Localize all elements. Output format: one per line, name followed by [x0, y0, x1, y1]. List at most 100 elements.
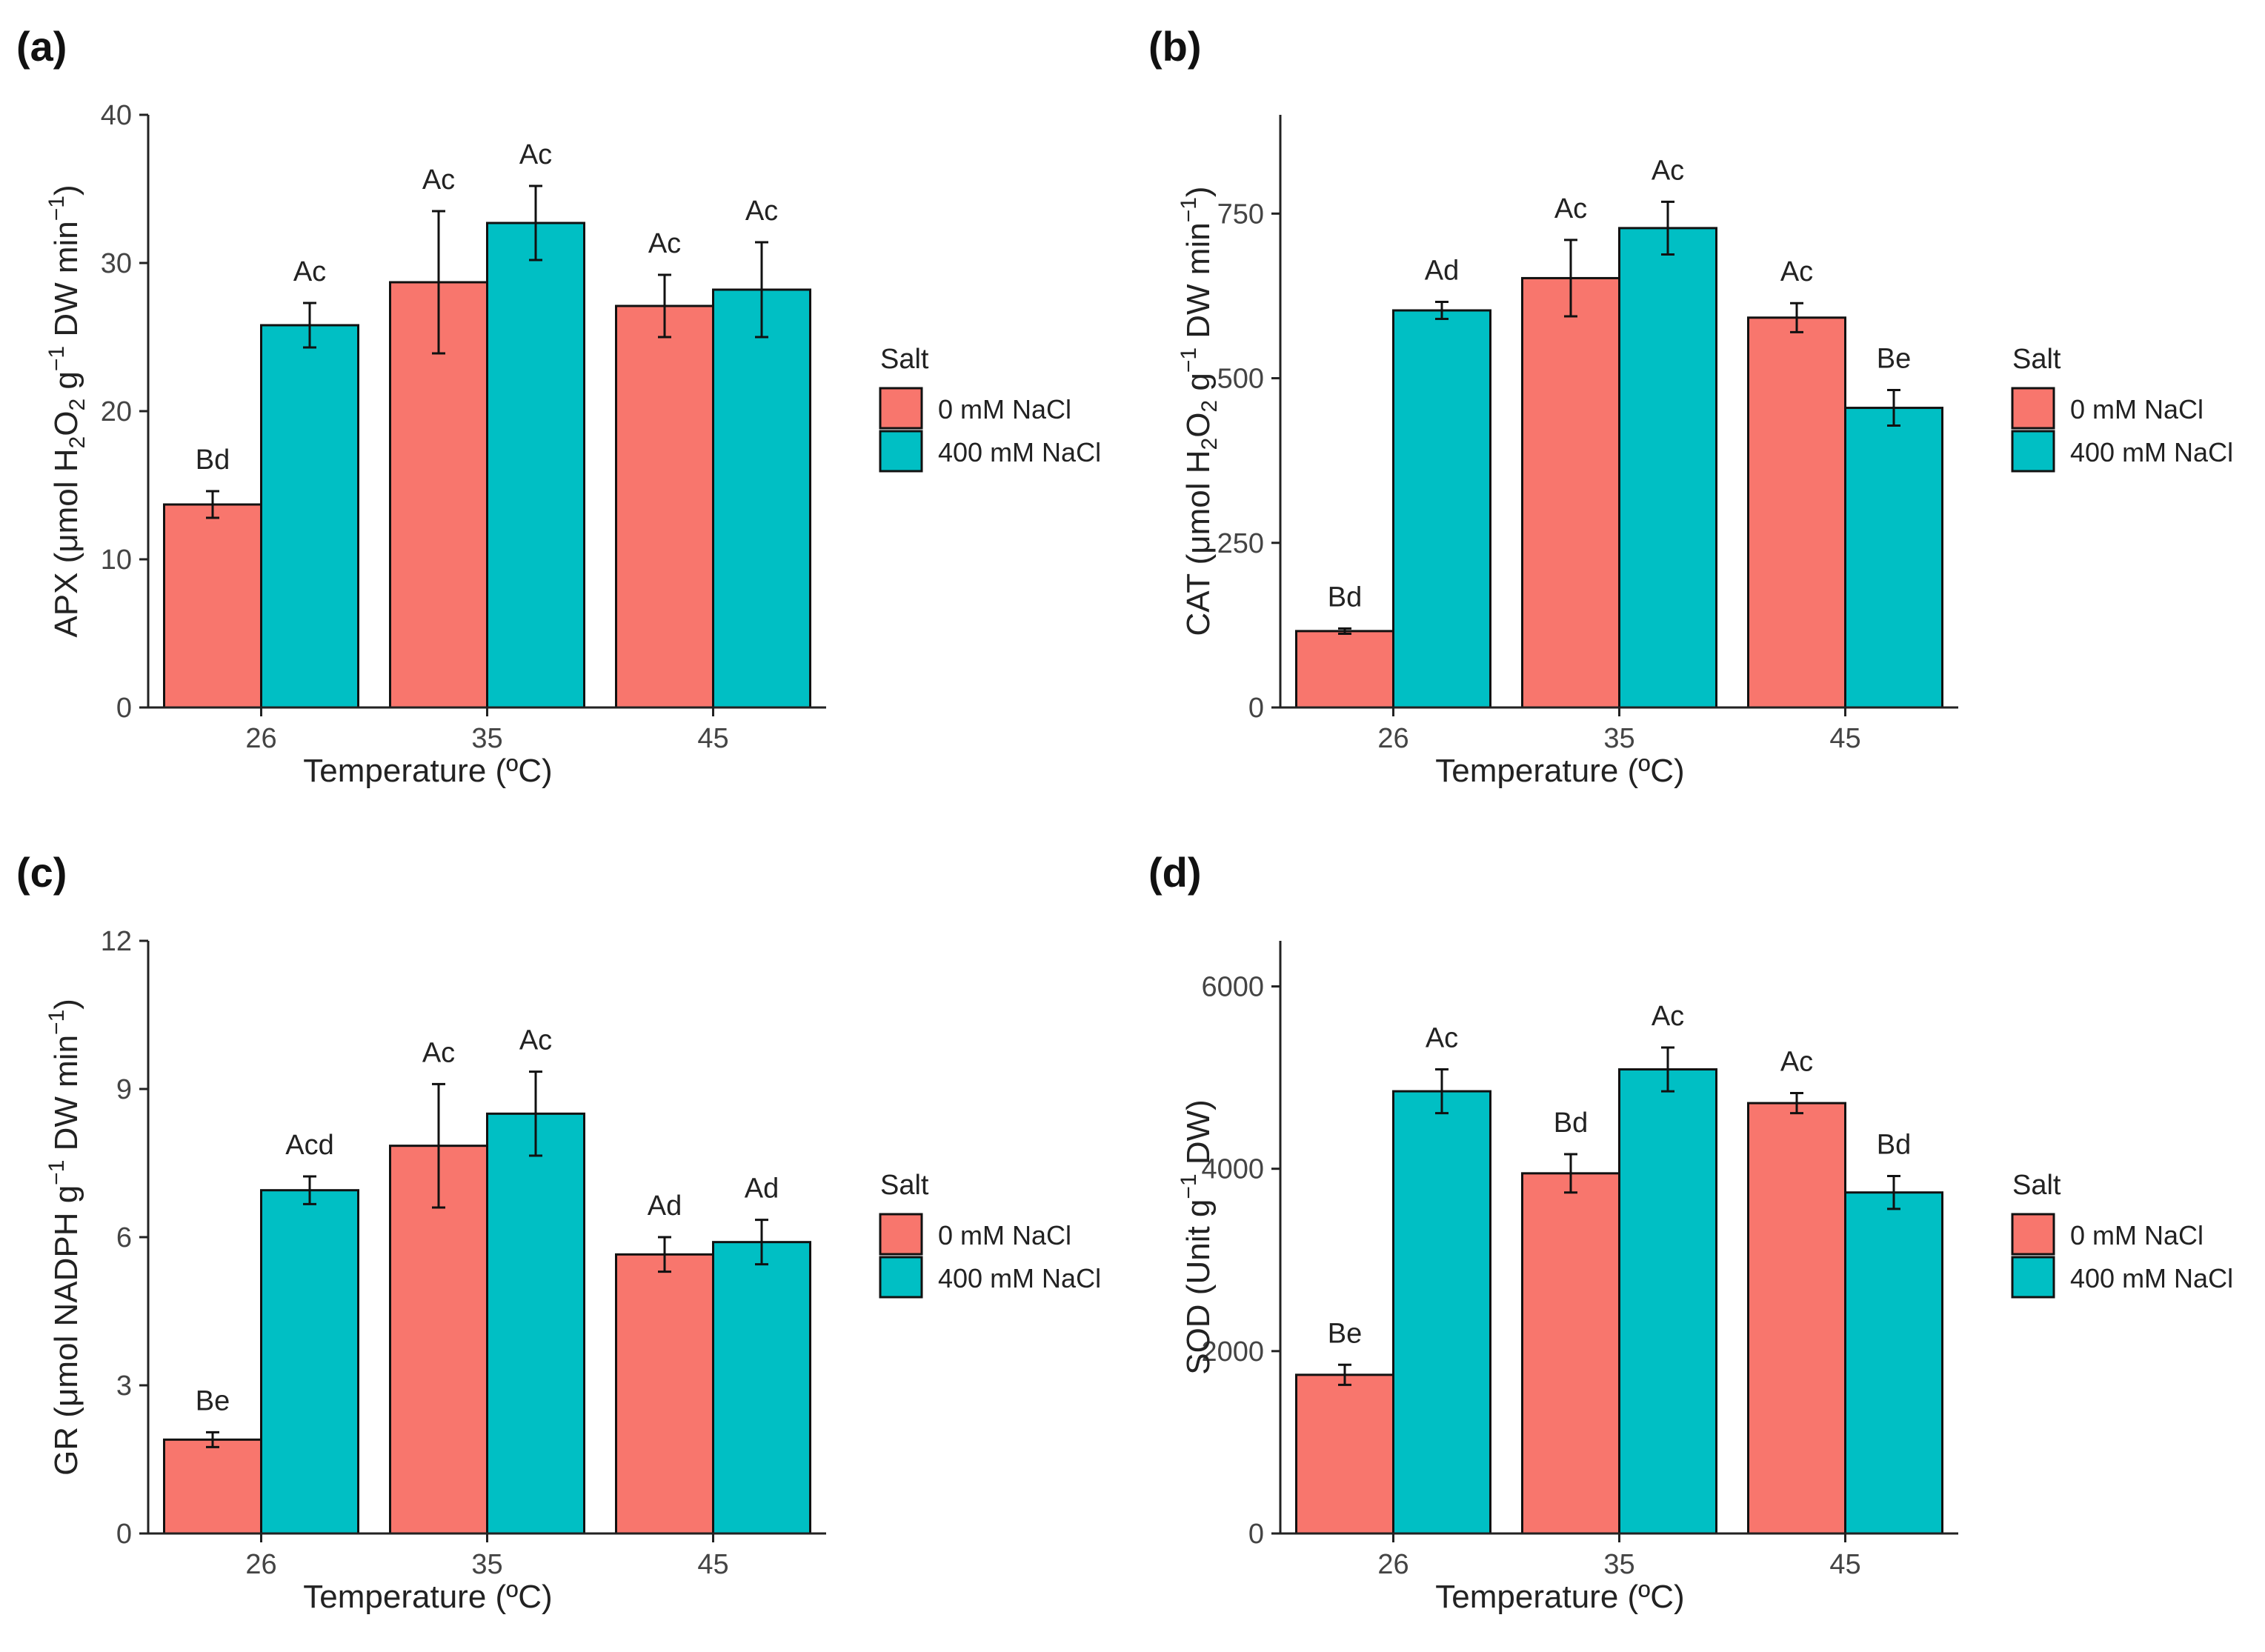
significance-label: Ac [1652, 155, 1684, 186]
significance-label: Acd [285, 1130, 333, 1161]
y-tick-label: 12 [101, 926, 132, 957]
significance-label: Ad [745, 1173, 779, 1205]
legend-swatch [2011, 430, 2055, 473]
bar [389, 1145, 488, 1535]
bar [1747, 316, 1846, 709]
x-tick-label: 26 [1377, 1549, 1408, 1580]
bar [486, 1112, 585, 1535]
x-tick-label: 45 [697, 723, 728, 754]
significance-label: Ac [1652, 1001, 1684, 1032]
bar [1521, 1172, 1620, 1535]
bar [1392, 1090, 1491, 1535]
legend-swatch [879, 430, 923, 473]
significance-label: Ac [519, 1025, 552, 1056]
y-tick-label: 750 [1217, 199, 1264, 230]
x-tick-label: 35 [1603, 723, 1634, 754]
y-tick-label: 4000 [1201, 1154, 1264, 1185]
x-tick-label: 35 [1603, 1549, 1634, 1580]
legend-swatch [2011, 387, 2055, 430]
significance-label: Be [1877, 344, 1911, 375]
y-tick-label: 0 [1248, 693, 1264, 724]
x-axis-title: Temperature (ºC) [1435, 1579, 1684, 1615]
significance-label: Ac [293, 256, 326, 287]
significance-label: Be [1328, 1318, 1362, 1349]
significance-label: Bd [196, 444, 230, 476]
panel-d: (d) Be Ac 26 Bd Ac 35 Ac Bd 45 0 2000 4000 6000 Tempe… [1132, 826, 2264, 1652]
significance-label: Ac [1426, 1023, 1458, 1054]
y-tick-label: 30 [101, 248, 132, 279]
bar [260, 324, 359, 709]
panel-b: (b) Bd Ad 26 Ac Ac 35 Ac Be 45 0 250 500 750 Temperat… [1132, 0, 2264, 826]
significance-label: Ac [422, 1037, 455, 1068]
chart-a: Bd Ac 26 Ac Ac 35 Ac Ac 45 0 10 20 30 40 Temperature (… [44, 100, 1101, 789]
y-tick-label: 500 [1217, 364, 1264, 395]
legend-title: Salt [2012, 1170, 2061, 1201]
x-tick-label: 26 [245, 723, 276, 754]
bar [1618, 227, 1717, 709]
significance-label: Ac [1780, 1047, 1813, 1078]
legend-label: 0 mM NaCl [2070, 394, 2204, 424]
x-tick-label: 35 [471, 1549, 502, 1580]
chart-c: Be Acd 26 Ac Ac 35 Ad Ad 45 0 3 6 9 12 Temperature (ºC… [44, 926, 1101, 1615]
significance-label: Ac [745, 196, 778, 227]
panel-label: (c) [16, 849, 67, 896]
legend-title: Salt [880, 1170, 929, 1201]
legend-label: 0 mM NaCl [2070, 1220, 2204, 1250]
bar [615, 304, 714, 709]
x-tick-label: 26 [1377, 723, 1408, 754]
legend-label: 400 mM NaCl [2070, 437, 2233, 467]
y-tick-label: 6000 [1201, 972, 1264, 1003]
legend-swatch [879, 387, 923, 430]
panel-label: (a) [16, 23, 67, 70]
bar [1521, 276, 1620, 709]
bar [1747, 1102, 1846, 1535]
bar [1844, 407, 1943, 709]
bar [1618, 1068, 1717, 1535]
y-tick-label: 0 [1248, 1519, 1264, 1550]
bar [1295, 1373, 1394, 1535]
y-axis-title: APX (μmol H2O2 g−1 DW min−1) [44, 184, 90, 637]
bar [260, 1189, 359, 1535]
legend-swatch [2011, 1213, 2055, 1256]
y-tick-label: 9 [116, 1074, 132, 1105]
y-tick-label: 0 [116, 693, 132, 724]
panel-a: (a) Bd Ac 26 Ac Ac 35 Ac Ac 45 0 10 20 30 40 Temperatu… [0, 0, 1132, 826]
panel-label: (b) [1148, 23, 1202, 70]
panel-label: (d) [1148, 849, 1202, 896]
legend-label: 400 mM NaCl [938, 1263, 1101, 1293]
bar [712, 288, 811, 709]
significance-label: Ad [648, 1190, 682, 1222]
x-tick-label: 35 [471, 723, 502, 754]
legend-title: Salt [2012, 344, 2061, 375]
x-tick-label: 45 [1829, 723, 1860, 754]
y-tick-label: 2000 [1201, 1336, 1264, 1368]
y-tick-label: 3 [116, 1370, 132, 1402]
bar [1392, 309, 1491, 709]
legend-label: 400 mM NaCl [938, 437, 1101, 467]
legend-title: Salt [880, 344, 929, 375]
significance-label: Bd [1554, 1108, 1588, 1139]
y-tick-label: 10 [101, 544, 132, 576]
legend-swatch [879, 1213, 923, 1256]
y-tick-label: 6 [116, 1222, 132, 1253]
y-tick-label: 250 [1217, 528, 1264, 559]
legend-label: 0 mM NaCl [938, 1220, 1071, 1250]
bar [615, 1253, 714, 1535]
significance-label: Bd [1877, 1130, 1911, 1161]
bar [1844, 1191, 1943, 1535]
significance-label: Ac [1554, 193, 1587, 224]
bar [163, 1438, 262, 1535]
significance-label: Ac [519, 139, 552, 170]
y-axis-title: SOD (Unit g−1 DW) [1177, 1099, 1217, 1375]
x-tick-label: 45 [697, 1549, 728, 1580]
significance-label: Ac [648, 228, 681, 259]
legend-label: 0 mM NaCl [938, 394, 1071, 424]
legend-swatch [2011, 1256, 2055, 1299]
y-tick-label: 0 [116, 1519, 132, 1550]
legend-swatch [879, 1256, 923, 1299]
x-tick-label: 26 [245, 1549, 276, 1580]
significance-label: Ac [422, 164, 455, 196]
bar [1295, 630, 1394, 709]
y-axis-title: GR (μmol NADPH g−1 DW min−1) [44, 999, 84, 1476]
bar [712, 1241, 811, 1535]
